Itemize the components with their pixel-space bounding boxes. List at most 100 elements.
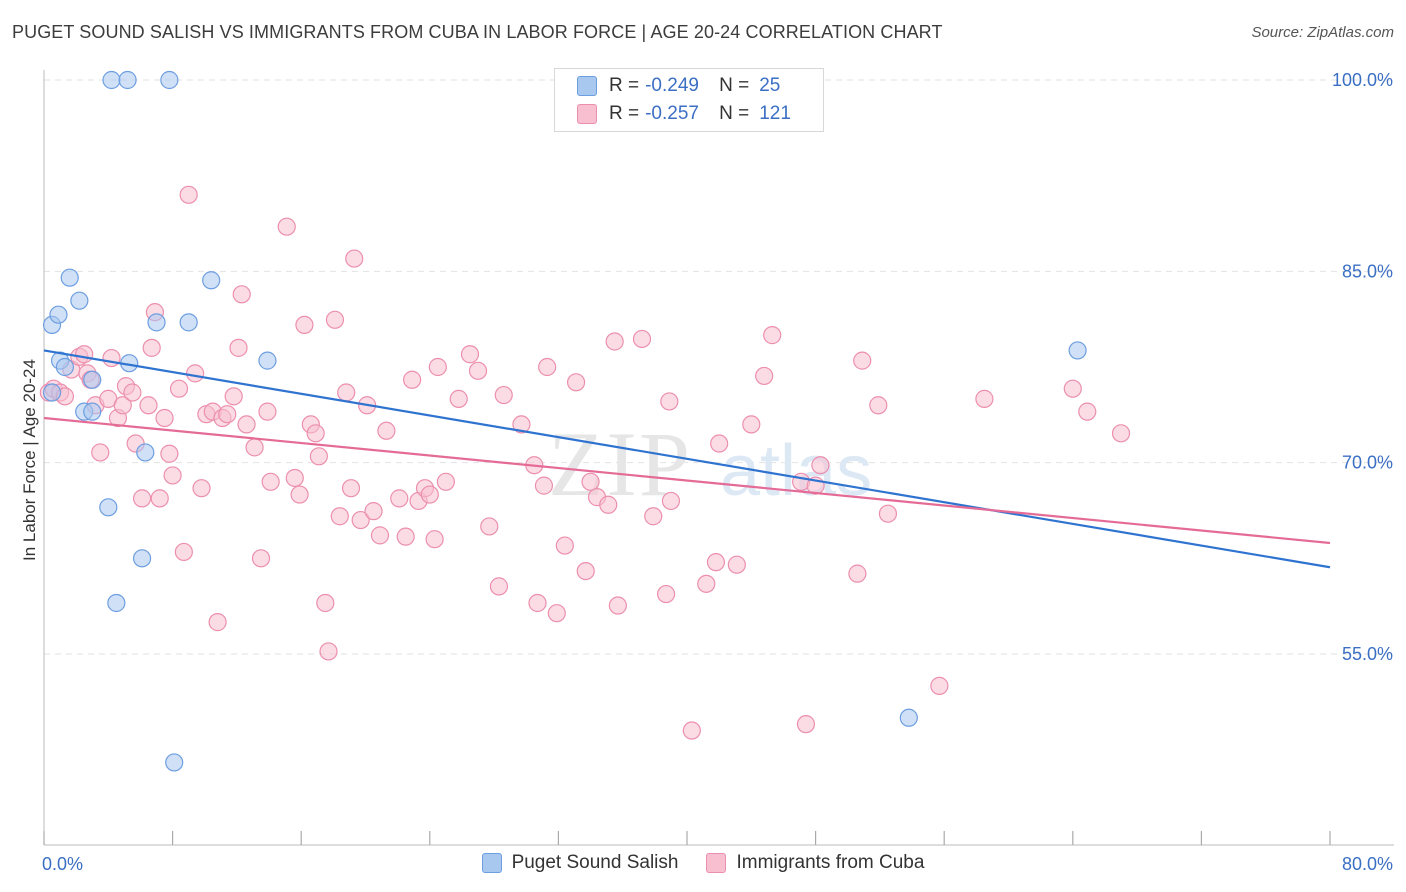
legend-label-salish: Puget Sound Salish bbox=[511, 852, 679, 873]
legend-item-salish[interactable]: Puget Sound Salish bbox=[481, 852, 679, 874]
axes bbox=[43, 70, 1394, 846]
data-point-cuba bbox=[644, 507, 663, 526]
data-point-cuba bbox=[396, 527, 415, 546]
data-point-cuba bbox=[150, 489, 169, 508]
data-point-cuba bbox=[370, 526, 390, 545]
data-point-cuba bbox=[330, 507, 349, 526]
data-point-cuba bbox=[403, 370, 422, 389]
data-point-cuba bbox=[512, 415, 531, 434]
data-point-salish bbox=[132, 549, 152, 568]
data-point-cuba bbox=[319, 642, 338, 661]
data-point-cuba bbox=[581, 472, 600, 491]
data-point-cuba bbox=[489, 577, 509, 596]
legend-box: R = -0.249 N = 25 R = -0.257 N = 121 bbox=[554, 68, 824, 132]
data-point-cuba bbox=[975, 389, 994, 408]
data-point-cuba bbox=[930, 676, 949, 695]
watermark-atlas: atlas bbox=[720, 431, 872, 511]
data-point-cuba bbox=[599, 495, 618, 514]
data-point-cuba bbox=[163, 466, 182, 485]
legend-swatch-pink bbox=[577, 104, 597, 124]
data-point-cuba bbox=[727, 555, 746, 574]
legend-n-value: 25 bbox=[759, 75, 781, 96]
legend-r-value: -0.257 bbox=[645, 103, 699, 124]
data-point-cuba bbox=[345, 249, 364, 268]
x-tick-label-max: 80.0% bbox=[1342, 854, 1393, 874]
y-axis-label: In Labor Force | Age 20-24 bbox=[20, 359, 39, 561]
data-point-cuba bbox=[160, 444, 179, 463]
legend-row-cuba: R = -0.257 N = 121 bbox=[577, 102, 791, 126]
data-point-cuba bbox=[742, 415, 761, 434]
data-point-cuba bbox=[142, 338, 161, 357]
legend-r-label: R = bbox=[609, 103, 640, 124]
data-point-cuba bbox=[139, 396, 158, 415]
data-point-cuba bbox=[174, 542, 193, 562]
data-point-cuba bbox=[208, 613, 227, 632]
data-point-cuba bbox=[697, 574, 716, 593]
data-point-cuba bbox=[534, 476, 554, 495]
series-immigrants-from-cuba bbox=[39, 185, 1131, 740]
data-point-cuba bbox=[251, 549, 271, 568]
data-point-cuba bbox=[763, 326, 782, 345]
data-point-cuba bbox=[258, 402, 277, 421]
data-point-cuba bbox=[341, 479, 361, 498]
data-point-cuba bbox=[351, 510, 370, 530]
legend-item-cuba[interactable]: Immigrants from Cuba bbox=[706, 852, 924, 874]
data-point-cuba bbox=[277, 217, 296, 236]
data-point-cuba bbox=[390, 489, 409, 508]
data-point-salish bbox=[49, 305, 68, 324]
data-point-cuba bbox=[186, 364, 205, 383]
data-point-salish bbox=[258, 351, 277, 370]
data-point-cuba bbox=[364, 502, 383, 521]
data-point-cuba bbox=[290, 485, 309, 504]
data-point-salish bbox=[179, 313, 198, 332]
data-point-cuba bbox=[682, 721, 701, 740]
data-point-cuba bbox=[224, 387, 243, 406]
tick-labels: 55.0% 70.0% 85.0% 100.0% 0.0% 80.0% bbox=[42, 70, 1393, 874]
y-tick-label: 100.0% bbox=[1332, 70, 1393, 90]
legend-r-label: R = bbox=[609, 75, 640, 96]
data-point-cuba bbox=[169, 379, 189, 398]
data-point-salish bbox=[99, 498, 118, 517]
data-point-cuba bbox=[660, 392, 679, 411]
data-point-cuba bbox=[155, 408, 174, 428]
data-point-cuba bbox=[123, 383, 142, 402]
data-point-cuba bbox=[608, 596, 627, 615]
data-point-cuba bbox=[555, 536, 574, 555]
bottom-legend: Puget Sound Salish Immigrants from Cuba bbox=[0, 852, 1406, 874]
data-point-cuba bbox=[848, 564, 867, 583]
data-point-cuba bbox=[605, 332, 624, 351]
data-point-cuba bbox=[316, 593, 335, 613]
data-point-salish bbox=[70, 291, 89, 310]
data-point-cuba bbox=[261, 472, 280, 491]
legend-r-value: -0.249 bbox=[645, 75, 699, 96]
data-point-cuba bbox=[425, 530, 444, 549]
data-point-cuba bbox=[468, 361, 488, 380]
data-point-salish bbox=[136, 443, 155, 462]
data-point-cuba bbox=[237, 415, 256, 434]
trend-line-salish bbox=[43, 349, 1331, 569]
data-point-salish bbox=[118, 70, 137, 90]
legend-n-label: N = bbox=[719, 75, 750, 96]
data-point-cuba bbox=[566, 373, 586, 392]
data-point-cuba bbox=[460, 345, 480, 364]
data-point-cuba bbox=[420, 485, 439, 504]
data-point-cuba bbox=[1063, 379, 1082, 398]
data-point-salish bbox=[60, 268, 79, 287]
data-point-salish bbox=[160, 70, 179, 90]
data-point-cuba bbox=[661, 491, 681, 511]
data-point-cuba bbox=[309, 447, 328, 466]
data-point-cuba bbox=[377, 421, 396, 440]
data-point-cuba bbox=[132, 489, 152, 508]
y-tick-label: 85.0% bbox=[1342, 261, 1393, 281]
data-point-salish bbox=[83, 402, 102, 421]
data-point-cuba bbox=[285, 468, 304, 488]
trend-line-cuba bbox=[43, 416, 1331, 545]
y-tick-label: 55.0% bbox=[1342, 644, 1393, 664]
data-point-cuba bbox=[229, 338, 248, 357]
data-point-cuba bbox=[869, 396, 888, 415]
data-point-cuba bbox=[232, 285, 251, 304]
data-point-cuba bbox=[494, 385, 513, 405]
legend-swatch-blue bbox=[481, 853, 502, 873]
data-point-salish bbox=[165, 753, 184, 772]
